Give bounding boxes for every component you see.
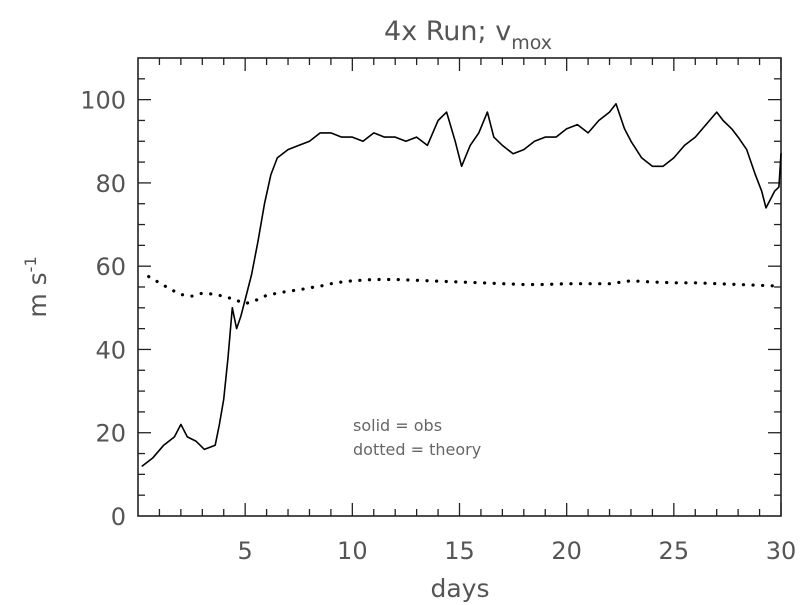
y-axis-label-superscript: -1 bbox=[21, 256, 40, 272]
chart-title-main: 4x Run; v bbox=[384, 16, 511, 47]
chart-title: 4x Run; vmox bbox=[384, 16, 552, 54]
series-line-obs bbox=[141, 103, 782, 467]
chart-title-subscript: mox bbox=[511, 32, 552, 54]
series-line-theory bbox=[147, 275, 783, 306]
y-tick-label: 0 bbox=[111, 503, 126, 531]
x-tick-label: 25 bbox=[659, 537, 690, 565]
x-tick-label: 15 bbox=[444, 537, 475, 565]
tick-marks bbox=[138, 58, 782, 516]
y-tick-label: 60 bbox=[95, 253, 126, 281]
y-tick-labels: 0 20 40 60 80 100 bbox=[80, 87, 126, 531]
x-axis-label: days bbox=[430, 574, 489, 603]
x-tick-labels: 5 10 15 20 25 30 bbox=[238, 537, 797, 565]
x-tick-label: 20 bbox=[551, 537, 582, 565]
legend-note-obs: solid = obs bbox=[353, 416, 442, 435]
x-tick-label: 30 bbox=[766, 537, 797, 565]
series-layer bbox=[141, 103, 783, 467]
y-tick-label: 80 bbox=[95, 170, 126, 198]
x-tick-label: 5 bbox=[238, 537, 253, 565]
y-tick-label: 20 bbox=[95, 420, 126, 448]
y-axis-label: m s-1 bbox=[21, 256, 52, 317]
y-tick-label: 40 bbox=[95, 336, 126, 364]
x-tick-label: 10 bbox=[337, 537, 368, 565]
y-tick-label: 100 bbox=[80, 87, 126, 115]
legend-note-theory: dotted = theory bbox=[353, 440, 481, 459]
y-axis-label-main: m s bbox=[23, 272, 52, 317]
